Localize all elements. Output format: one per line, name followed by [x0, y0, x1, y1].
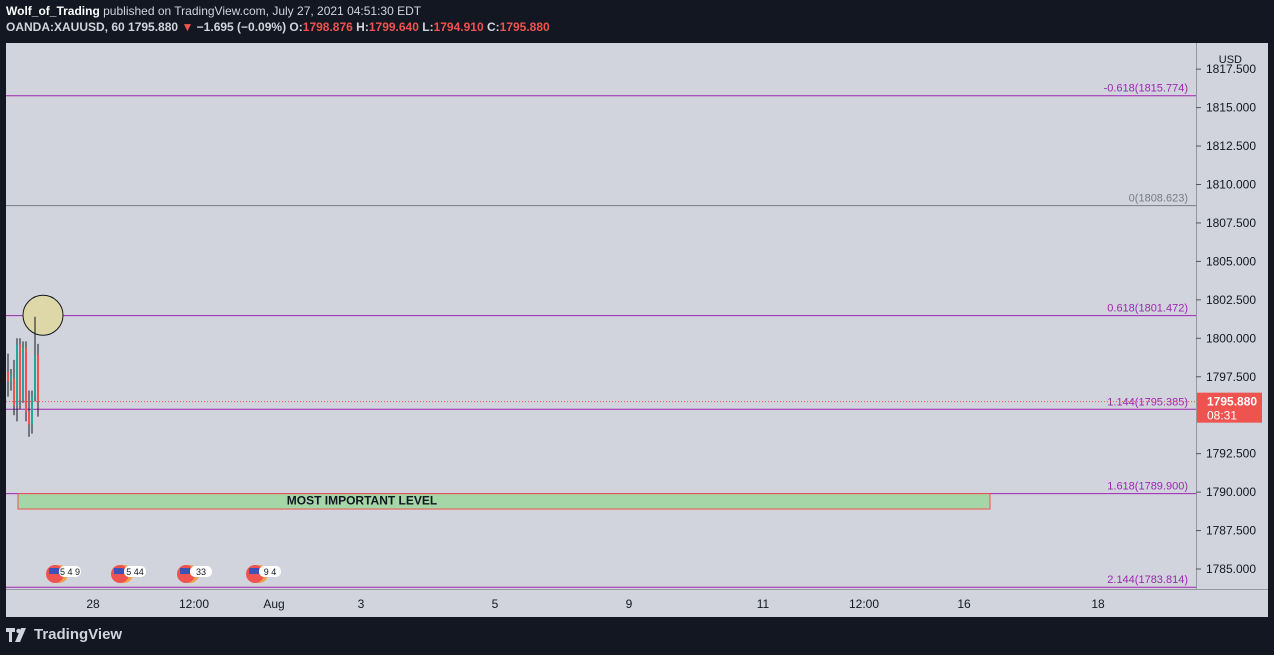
y-tick-label: 1797.500	[1206, 370, 1256, 384]
event-badge-label: 5 4 9	[60, 567, 80, 577]
us-flag-canton	[180, 568, 190, 574]
event-badge-label: 33	[196, 567, 206, 577]
down-arrow-icon: ▼	[181, 20, 194, 34]
x-tick-label: 12:00	[849, 597, 879, 611]
candle-body	[31, 396, 33, 425]
fib-level-label: 0(1808.623)	[1129, 193, 1188, 205]
published-text: published on TradingView.com, July 27, 2…	[103, 4, 422, 18]
event-badge[interactable]	[59, 566, 81, 577]
highlight-circle[interactable]	[22, 294, 64, 336]
event-badge[interactable]	[124, 566, 146, 577]
y-tick-label: 1790.000	[1206, 485, 1256, 499]
tradingview-logo-icon	[6, 627, 26, 642]
x-tick-label: 9	[626, 597, 633, 611]
x-tick-label: Aug	[263, 597, 284, 611]
fib-level-label: -0.618(1815.774)	[1104, 83, 1188, 95]
last-price: 1795.880	[128, 20, 179, 34]
x-tick-label: 28	[86, 597, 100, 611]
event-badge[interactable]	[190, 566, 212, 577]
x-tick-label: 5	[492, 597, 499, 611]
price-chart-svg[interactable]: 1817.500 1815.000 1812.500 1810.000 1807.500…	[6, 43, 1268, 617]
candle-body	[16, 344, 18, 406]
y-tick-label: 1812.500	[1206, 139, 1256, 153]
chart-header: Wolf_of_Trading published on TradingView…	[6, 3, 550, 35]
y-tick-label: 1785.000	[1206, 562, 1256, 576]
most-important-level-zone[interactable]	[17, 493, 991, 510]
y-tick-label: 1792.500	[1206, 447, 1256, 461]
x-tick-label: 12:00	[179, 597, 209, 611]
fib-level-label: 1.618(1789.900)	[1107, 481, 1188, 493]
event-badge-label: 9 4	[264, 567, 277, 577]
publish-line: Wolf_of_Trading published on TradingView…	[6, 3, 550, 19]
candle-body	[28, 412, 30, 425]
close-label: C:	[486, 20, 500, 34]
candle-body	[37, 355, 39, 402]
chart-area[interactable]: 1817.500 1815.000 1812.500 1810.000 1807.500…	[6, 43, 1268, 617]
open-label: O:	[289, 20, 303, 34]
y-tick-label: 1800.000	[1206, 331, 1256, 345]
close-value: 1795.880	[499, 20, 550, 34]
candle-body	[22, 347, 24, 400]
us-flag-canton	[249, 568, 259, 574]
symbol-label[interactable]: OANDA:XAUUSD, 60	[6, 20, 125, 34]
x-tick-label: 11	[757, 597, 770, 611]
open-value: 1798.876	[302, 20, 353, 34]
tradingview-footer: TradingView	[6, 626, 122, 643]
y-tick-label: 1787.500	[1206, 524, 1256, 538]
author-name[interactable]: Wolf_of_Trading	[6, 4, 100, 18]
low-value: 1794.910	[433, 20, 484, 34]
y-tick-label: 1802.500	[1206, 293, 1256, 307]
current-price-tag-value: 1795.880	[1207, 395, 1257, 409]
low-label: L:	[422, 20, 434, 34]
fib-level-label: 2.144(1783.814)	[1107, 574, 1188, 586]
tradingview-brand[interactable]: TradingView	[34, 626, 123, 643]
candle-body	[19, 344, 21, 400]
y-tick-label: 1817.500	[1206, 62, 1256, 76]
event-badge-label: 5 44	[126, 567, 144, 577]
ohlc-line: OANDA:XAUUSD, 60 1795.880 ▼ −1.695 (−0.0…	[6, 19, 550, 35]
fib-level-label: 1.144(1795.385)	[1107, 396, 1188, 408]
candle-body	[25, 347, 27, 413]
zone-label: MOST IMPORTANT LEVEL	[287, 494, 437, 508]
high-value: 1799.640	[368, 20, 419, 34]
bar-countdown: 08:31	[1207, 409, 1237, 423]
y-tick-label: 1810.000	[1206, 177, 1256, 191]
x-tick-label: 16	[957, 597, 971, 611]
price-change: −1.695 (−0.09%)	[196, 20, 287, 34]
high-label: H:	[356, 20, 369, 34]
candle-body	[34, 355, 36, 397]
event-badge[interactable]	[259, 566, 281, 577]
us-flag-canton	[114, 568, 124, 574]
candle-body	[10, 375, 12, 382]
x-tick-label: 3	[358, 597, 365, 611]
currency-label[interactable]: USD	[1219, 54, 1242, 66]
y-tick-label: 1815.000	[1206, 101, 1256, 115]
fib-level-label: 0.618(1801.472)	[1107, 303, 1188, 315]
y-tick-label: 1805.000	[1206, 254, 1256, 268]
y-tick-label: 1807.500	[1206, 216, 1256, 230]
current-price-tag[interactable]	[1197, 392, 1262, 423]
x-tick-label: 18	[1091, 597, 1105, 611]
candle-body	[7, 372, 9, 382]
us-flag-canton	[49, 568, 59, 574]
candle-body	[13, 378, 15, 406]
